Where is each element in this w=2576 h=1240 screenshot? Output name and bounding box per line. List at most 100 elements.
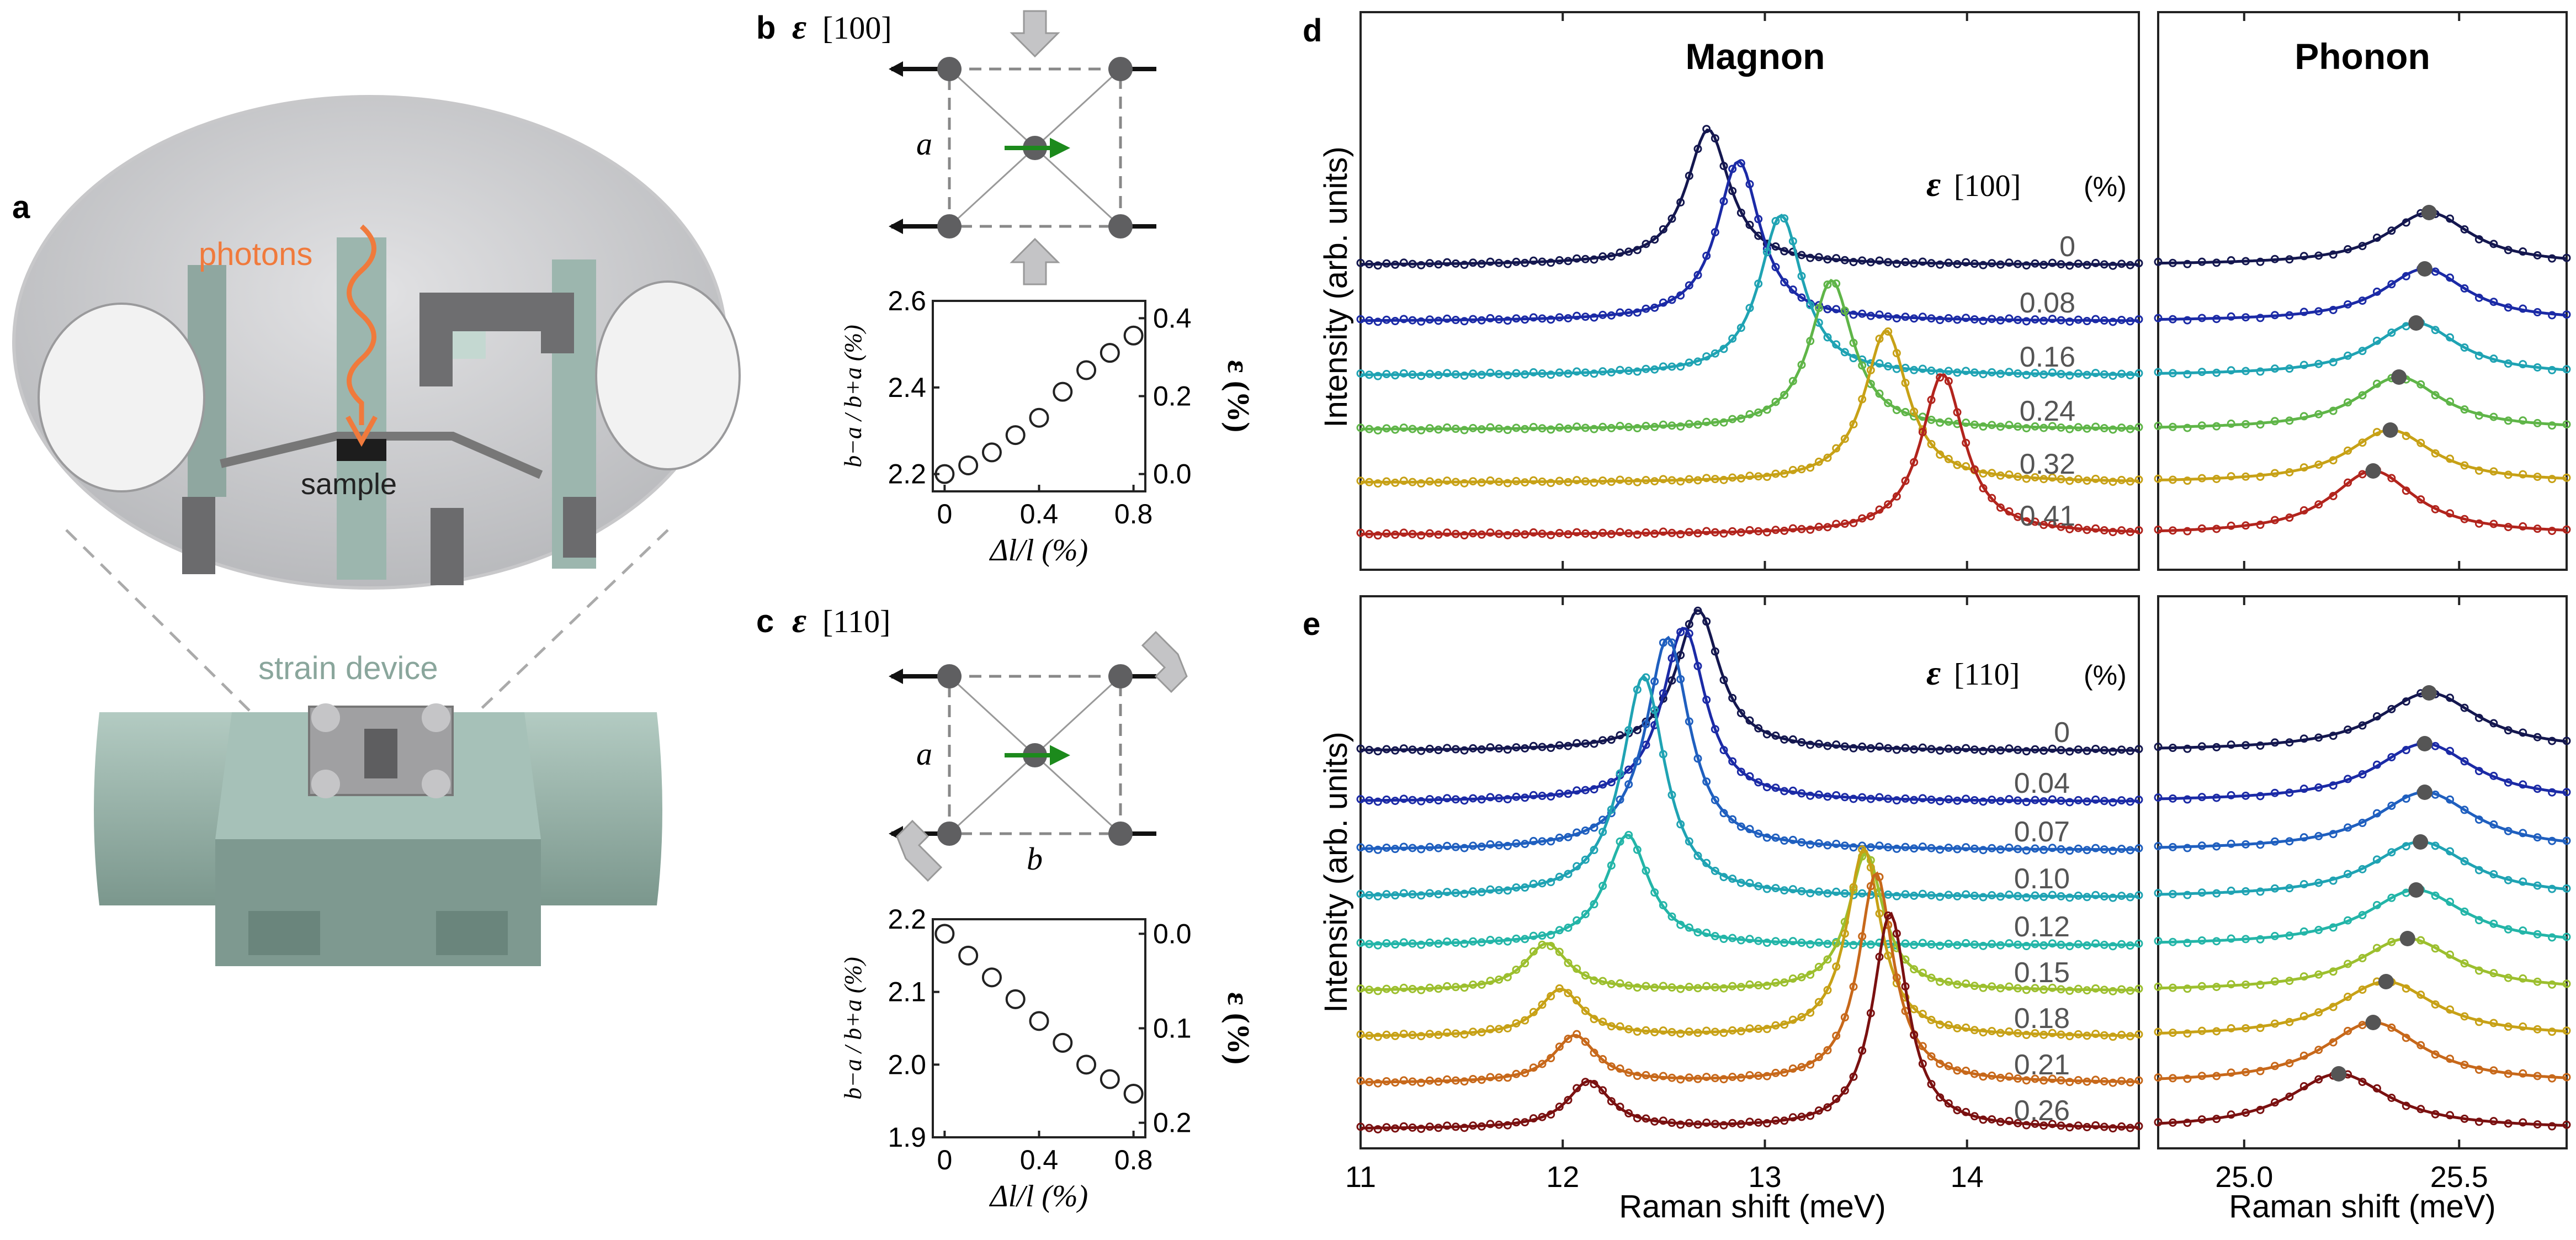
- data-point: [1642, 1026, 1650, 1035]
- data-point: [2387, 474, 2396, 483]
- data-point: [1382, 1077, 1391, 1085]
- data-point: [1598, 528, 1607, 537]
- y2-tick-label: 0.4: [1153, 303, 1192, 333]
- data-point: [1762, 528, 1771, 537]
- data-point: [1434, 939, 1443, 948]
- data-point: [1953, 796, 1962, 805]
- data-point: [1849, 1072, 1858, 1081]
- data-point: [2402, 746, 2410, 755]
- data-point: [2562, 310, 2571, 319]
- data-point: [1590, 823, 1598, 832]
- data-point: [2091, 524, 2100, 533]
- data-point: [1538, 792, 1547, 801]
- data-point: [2091, 1030, 2100, 1038]
- data-point: [1477, 478, 1486, 487]
- data-point: [2031, 259, 2039, 268]
- data-point: [1780, 735, 1789, 744]
- strain-direction-b: [100]: [822, 10, 892, 46]
- data-point: [1988, 891, 1996, 900]
- data-point: [1555, 368, 1564, 377]
- data-point: [2074, 1076, 2083, 1085]
- data-point: [2504, 359, 2513, 368]
- data-point: [2270, 837, 2279, 846]
- data-point: [2100, 476, 2108, 485]
- data-point: [2489, 354, 2498, 363]
- data-point: [2057, 892, 2065, 900]
- y-tick-label: 2.2: [888, 459, 926, 490]
- data-point: [1486, 743, 1495, 752]
- data-point: [2519, 974, 2527, 983]
- data-point: [2431, 449, 2440, 458]
- data-point: [2562, 525, 2571, 534]
- lattice-bottom-label-c: b: [1027, 841, 1043, 877]
- spectrum-line: [1361, 159, 2139, 322]
- data-point: [1858, 309, 1867, 318]
- y2-axis-label: ε (%): [1221, 360, 1255, 432]
- data-point: [1365, 844, 1374, 853]
- data-point: [2299, 1082, 2308, 1091]
- data-point: [2108, 372, 2117, 380]
- data-point: [1927, 973, 1936, 982]
- data-point: [2387, 328, 2396, 337]
- data-point: [1451, 425, 1460, 433]
- data-point: [1988, 1071, 1996, 1080]
- spectrum-line: [1360, 847, 2139, 1037]
- data-point: [1728, 527, 1737, 536]
- data-point: [1365, 745, 1374, 754]
- data-point: [1581, 826, 1590, 835]
- data-point: [1806, 1008, 1815, 1017]
- data-point: [2256, 741, 2265, 750]
- data-point: [1373, 426, 1382, 434]
- data-point: [1486, 1025, 1495, 1034]
- data-point: [2039, 261, 2048, 269]
- data-point: [1944, 367, 1953, 375]
- data-point: [1693, 145, 1702, 153]
- data-point: [1970, 368, 1979, 377]
- peak-marker: [2365, 463, 2381, 479]
- data-point: [2065, 425, 2074, 433]
- atom: [937, 57, 962, 81]
- data-point: [2074, 315, 2083, 324]
- data-point: [1650, 983, 1659, 992]
- intensity-label-e: Intensity (arb. units): [1318, 732, 1354, 1013]
- data-point: [1391, 531, 1400, 539]
- data-point: [1607, 861, 1616, 870]
- data-point: [1624, 780, 1633, 789]
- data-point: [1607, 529, 1616, 538]
- data-point: [1667, 1119, 1676, 1127]
- data-point: [1918, 428, 1927, 437]
- data-point: [1598, 1018, 1607, 1026]
- data-point: [1840, 929, 1849, 938]
- lattice-atoms-b: [937, 57, 1133, 239]
- data-point: [1547, 258, 1555, 267]
- spectrum-line: [2158, 742, 2567, 801]
- data-point: [1590, 900, 1598, 909]
- data-point: [2270, 1062, 2279, 1071]
- data-point: [1503, 1024, 1512, 1033]
- data-point: [1382, 1030, 1391, 1039]
- data-point: [2154, 1027, 2163, 1036]
- data-point: [1469, 258, 1478, 267]
- data-point: [1503, 531, 1512, 539]
- data-point: [1356, 744, 1365, 753]
- strain-label: 0: [2059, 231, 2075, 263]
- data-point: [1564, 923, 1573, 932]
- data-point: [2108, 747, 2117, 756]
- data-point: [2154, 936, 2163, 945]
- data-point: [1477, 745, 1486, 754]
- data-point: [2168, 422, 2177, 431]
- data-point: [1745, 1117, 1754, 1126]
- data-point: [1512, 476, 1521, 485]
- data-point: [1616, 837, 1624, 846]
- data-point: [1642, 304, 1650, 313]
- data-point: [1953, 408, 1962, 417]
- data-point: [1901, 407, 1910, 416]
- data-point: [2242, 791, 2250, 800]
- data-point: [2416, 990, 2425, 999]
- compress-arrow-top-b: [1010, 10, 1060, 58]
- data-point: [2108, 528, 2117, 537]
- data-point: [1417, 845, 1426, 854]
- data-point: [2533, 251, 2542, 259]
- data-point: [2197, 793, 2206, 802]
- data-point: [2031, 315, 2039, 324]
